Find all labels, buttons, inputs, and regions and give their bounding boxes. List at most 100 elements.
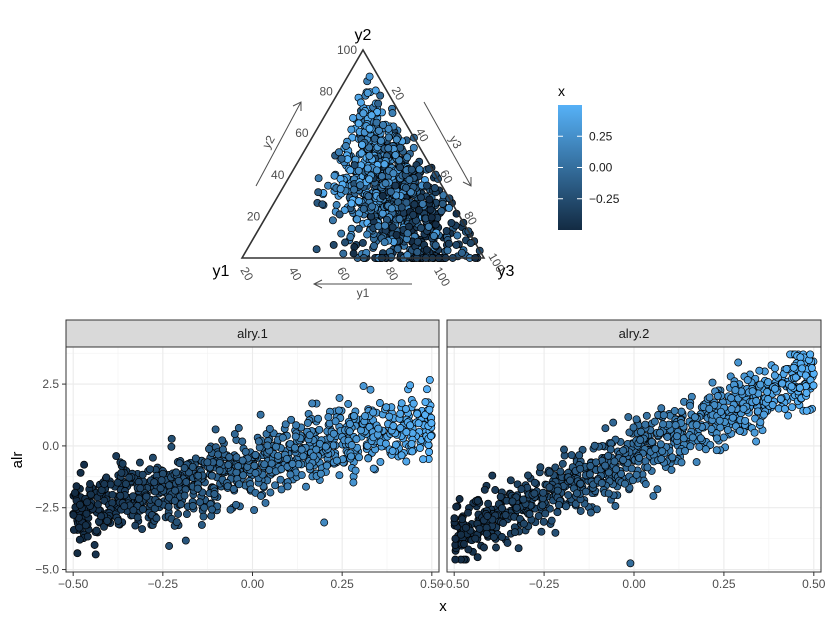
data-point (780, 405, 789, 413)
data-point (381, 439, 390, 448)
ternary-point (393, 244, 402, 253)
data-point (150, 478, 159, 487)
ternary-point (365, 124, 374, 133)
ternary-point (363, 230, 372, 239)
ternary-point (336, 184, 345, 193)
data-point (118, 459, 127, 468)
data-point (308, 399, 317, 408)
data-point (571, 499, 580, 508)
data-point (464, 508, 472, 517)
data-point (172, 468, 181, 477)
data-point (451, 534, 460, 543)
ternary-point (392, 191, 401, 200)
data-point (451, 555, 460, 564)
data-point (705, 393, 714, 402)
data-point (82, 509, 91, 518)
data-point (312, 445, 321, 454)
data-point (92, 526, 101, 535)
data-point (488, 471, 497, 480)
data-point (131, 521, 140, 530)
data-point (524, 471, 532, 480)
ternary-point (413, 237, 422, 246)
data-point (606, 445, 615, 454)
ternary-point (403, 229, 412, 238)
legend-ticks: 0.25 0.00 −0.25 (558, 129, 620, 206)
data-point (188, 502, 197, 510)
ternary-point (365, 175, 374, 184)
data-point (305, 431, 314, 440)
ternary-point (389, 169, 398, 178)
ternary-point (363, 88, 372, 97)
data-point (181, 536, 190, 545)
data-point (133, 513, 142, 522)
ternary-point (397, 203, 406, 212)
data-point (329, 429, 338, 438)
ternary-point (335, 210, 344, 219)
data-point (471, 534, 480, 543)
data-point (347, 441, 356, 450)
ternary-point (318, 200, 327, 209)
legend-tick-label: −0.25 (589, 192, 620, 206)
ternary-point (365, 72, 374, 81)
data-point (657, 455, 666, 463)
data-point (335, 393, 344, 402)
ternary-point (418, 199, 427, 208)
ternary-point (402, 198, 411, 207)
data-point (464, 545, 473, 554)
data-point (97, 512, 106, 521)
data-point (739, 404, 748, 413)
data-point (517, 485, 526, 494)
ternary-point (356, 181, 365, 190)
ternary-point (384, 124, 393, 133)
data-point (72, 482, 81, 491)
data-point (553, 508, 562, 517)
ternary-point (350, 161, 359, 170)
ternary-point (392, 230, 401, 239)
data-point (250, 461, 259, 470)
data-point (489, 533, 498, 541)
ternary-point (328, 216, 337, 225)
data-point (238, 456, 247, 465)
y-tick-label: −5.0 (35, 563, 59, 577)
data-point (334, 406, 343, 415)
data-point (576, 507, 585, 515)
facet-label-2: alry.2 (619, 326, 650, 341)
ternary-point (405, 175, 414, 184)
facet-panels: alry.1 alry.2 −0.50 −0.25 0.00 0.25 0.50 2.5 0… (9, 319, 826, 615)
data-point (165, 481, 174, 490)
data-point (727, 405, 736, 414)
data-point (86, 480, 94, 488)
ternary-point (367, 111, 376, 120)
data-point (171, 486, 180, 495)
panel-2-points (450, 350, 818, 568)
data-point (731, 386, 740, 395)
data-point (506, 476, 515, 485)
arrow-y3-head (462, 177, 472, 187)
ternary-point (359, 109, 368, 118)
data-point (713, 392, 722, 400)
data-point (414, 419, 423, 428)
data-point (283, 482, 292, 491)
ternary-tick-y1: 100 (431, 265, 453, 290)
data-point (191, 454, 200, 463)
ternary-points (312, 72, 484, 262)
data-point (534, 512, 543, 520)
arrow-label-y3: y3 (446, 133, 465, 151)
arrow-y3-line (423, 101, 472, 187)
ternary-point (431, 220, 440, 229)
data-point (250, 506, 259, 515)
x-axis-title: x (439, 598, 447, 615)
data-point (397, 399, 406, 408)
ternary-tick-y2: 60 (295, 126, 309, 140)
data-point (406, 381, 415, 390)
data-point (75, 523, 84, 532)
ternary-point (395, 214, 404, 223)
ternary-point (346, 232, 355, 241)
data-point (278, 433, 287, 442)
data-point (427, 419, 436, 428)
data-point (558, 459, 567, 468)
data-point (728, 413, 737, 422)
data-point (71, 488, 79, 497)
data-point (129, 506, 138, 515)
